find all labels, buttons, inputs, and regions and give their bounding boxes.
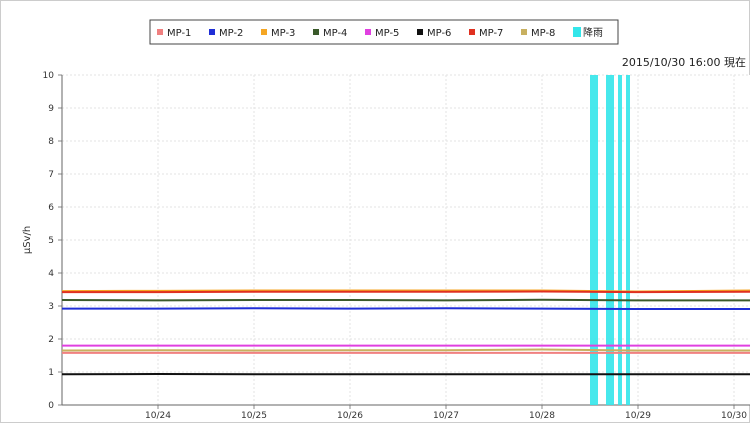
y-tick-label: 10	[43, 71, 55, 81]
y-axis-label: μSv/h	[22, 226, 33, 254]
legend-swatch-mp-1	[157, 29, 163, 35]
y-tick-label: 2	[48, 335, 54, 345]
y-tick-label: 3	[48, 302, 54, 312]
legend-swatch-rainfall	[573, 27, 581, 37]
x-tick-label: 10/26	[337, 411, 363, 421]
chart-title: 2015/10/30 16:00 現在	[622, 56, 746, 69]
rainfall-band	[618, 75, 622, 405]
legend-label: MP-5	[375, 28, 399, 39]
legend-label: MP-7	[479, 28, 503, 39]
y-tick-label: 0	[48, 401, 54, 411]
legend-swatch-mp-2	[209, 29, 215, 35]
x-tick-label: 10/28	[529, 411, 555, 421]
legend-label: MP-3	[271, 28, 295, 39]
legend-swatch-mp-4	[313, 29, 319, 35]
x-tick-label: 10/29	[625, 411, 651, 421]
x-tick-label: 10/25	[241, 411, 267, 421]
y-tick-label: 6	[48, 203, 54, 213]
series-line-mp-7	[62, 291, 750, 292]
legend-label: MP-2	[219, 28, 243, 39]
series-line-mp-2	[62, 308, 750, 309]
x-tick-label: 10/27	[433, 411, 459, 421]
y-tick-label: 8	[48, 137, 54, 147]
y-tick-label: 1	[48, 368, 54, 378]
legend-swatch-mp-7	[469, 29, 475, 35]
legend-swatch-mp-6	[417, 29, 423, 35]
legend-swatch-mp-5	[365, 29, 371, 35]
legend-swatch-mp-3	[261, 29, 267, 35]
legend-label: MP-1	[167, 28, 191, 39]
y-tick-label: 7	[48, 170, 54, 180]
series-line-mp-8	[62, 350, 750, 351]
y-tick-label: 4	[48, 269, 54, 279]
x-tick-label: 10/24	[145, 411, 171, 421]
legend-label: 降雨	[583, 26, 603, 39]
y-tick-label: 9	[48, 104, 54, 114]
legend-label: MP-6	[427, 28, 451, 39]
legend-swatch-mp-8	[521, 29, 527, 35]
rainfall-band	[626, 75, 630, 405]
rainfall-band	[590, 75, 598, 405]
rainfall-band	[606, 75, 614, 405]
x-tick-label: 10/30	[721, 411, 747, 421]
series-line-mp-4	[62, 300, 750, 301]
legend-label: MP-4	[323, 28, 347, 39]
legend-label: MP-8	[531, 28, 555, 39]
y-tick-label: 5	[48, 236, 54, 246]
